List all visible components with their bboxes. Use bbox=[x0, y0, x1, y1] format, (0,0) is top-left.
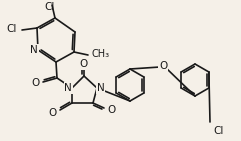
Text: N: N bbox=[97, 83, 105, 93]
Text: Cl: Cl bbox=[7, 24, 17, 34]
Text: CH₃: CH₃ bbox=[92, 49, 110, 59]
Text: O: O bbox=[49, 108, 57, 118]
Text: Cl: Cl bbox=[45, 2, 55, 12]
Text: O: O bbox=[80, 59, 88, 69]
Text: O: O bbox=[159, 61, 167, 71]
Text: N: N bbox=[64, 83, 72, 93]
Text: N: N bbox=[30, 45, 38, 55]
Text: O: O bbox=[107, 105, 115, 115]
Text: Cl: Cl bbox=[213, 126, 223, 136]
Text: O: O bbox=[32, 78, 40, 88]
